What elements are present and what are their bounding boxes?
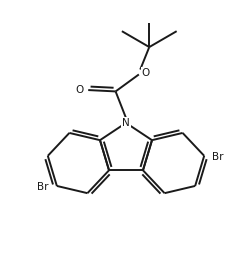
Text: Br: Br — [212, 152, 224, 162]
Text: O: O — [142, 68, 150, 78]
Text: N: N — [122, 118, 130, 128]
Text: Br: Br — [37, 182, 49, 192]
Text: O: O — [76, 85, 84, 95]
